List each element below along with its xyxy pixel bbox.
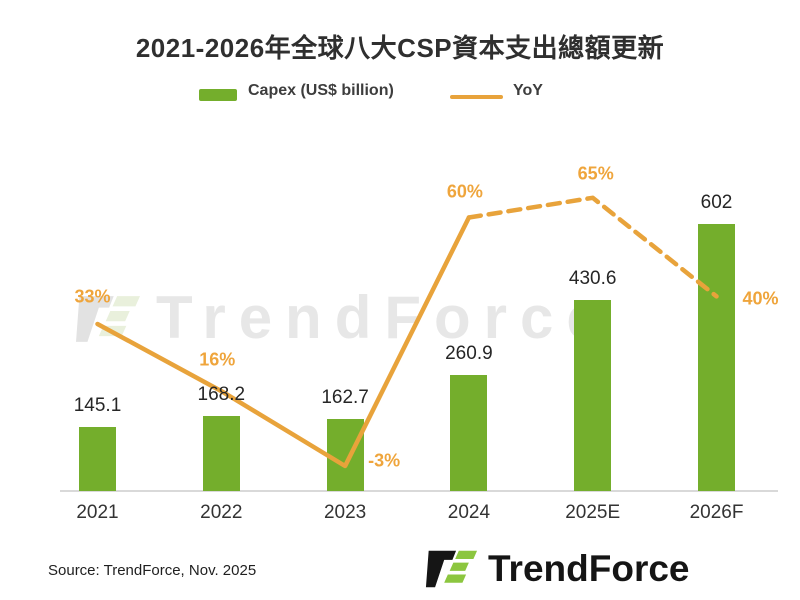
source-note: Source: TrendForce, Nov. 2025 bbox=[48, 562, 257, 579]
legend-capex-swatch bbox=[199, 89, 237, 101]
capex-value-label-2025E: 430.6 bbox=[568, 268, 617, 290]
watermark-text: TrendForce bbox=[156, 284, 613, 351]
capex-bar-2024 bbox=[450, 375, 488, 491]
capex-bar-2021 bbox=[79, 426, 116, 491]
trendforce-logo-text: TrendForce bbox=[488, 548, 690, 589]
x-axis-label-2022: 2022 bbox=[200, 502, 243, 523]
capex-bar-2023 bbox=[326, 418, 364, 491]
yoy-label-2022: 16% bbox=[199, 349, 236, 370]
capex-value-label-2026F: 602 bbox=[700, 192, 733, 213]
x-axis-label-2026F: 2026F bbox=[689, 502, 744, 523]
yoy-label-2021: 33% bbox=[74, 286, 111, 307]
yoy-label-2023: -3% bbox=[368, 450, 401, 471]
capex-value-label-2024: 260.9 bbox=[445, 343, 493, 365]
legend-yoy-line-swatch bbox=[450, 95, 503, 99]
yoy-label-2025E: 65% bbox=[577, 163, 614, 184]
x-axis-line bbox=[60, 490, 778, 492]
capex-bar-2025E bbox=[574, 300, 612, 491]
trendforce-logo: TrendForce bbox=[425, 548, 690, 590]
x-axis-label-2021: 2021 bbox=[76, 502, 119, 523]
capex-value-label-2022: 168.2 bbox=[197, 384, 246, 406]
x-axis-label-2024: 2024 bbox=[447, 502, 491, 523]
capex-bar-2026F bbox=[698, 224, 735, 491]
trendforce-logo-icon bbox=[425, 550, 478, 588]
x-axis-label-2025E: 2025E bbox=[565, 502, 621, 523]
legend-capex-label: Capex (US$ billion) bbox=[248, 82, 394, 99]
trendforce-watermark: TrendForce bbox=[76, 284, 613, 351]
legend-yoy-label: YoY bbox=[513, 82, 543, 99]
capex-value-label-2023: 162.7 bbox=[321, 386, 369, 408]
yoy-label-2026F: 40% bbox=[742, 288, 779, 309]
chart-title: 2021-2026年全球八大CSP資本支出總額更新 bbox=[135, 33, 665, 63]
x-axis-label-2023: 2023 bbox=[323, 502, 367, 523]
yoy-label-2024: 60% bbox=[446, 181, 483, 202]
capex-value-label-2021: 145.1 bbox=[73, 394, 122, 416]
capex-bar-2022 bbox=[202, 416, 240, 491]
